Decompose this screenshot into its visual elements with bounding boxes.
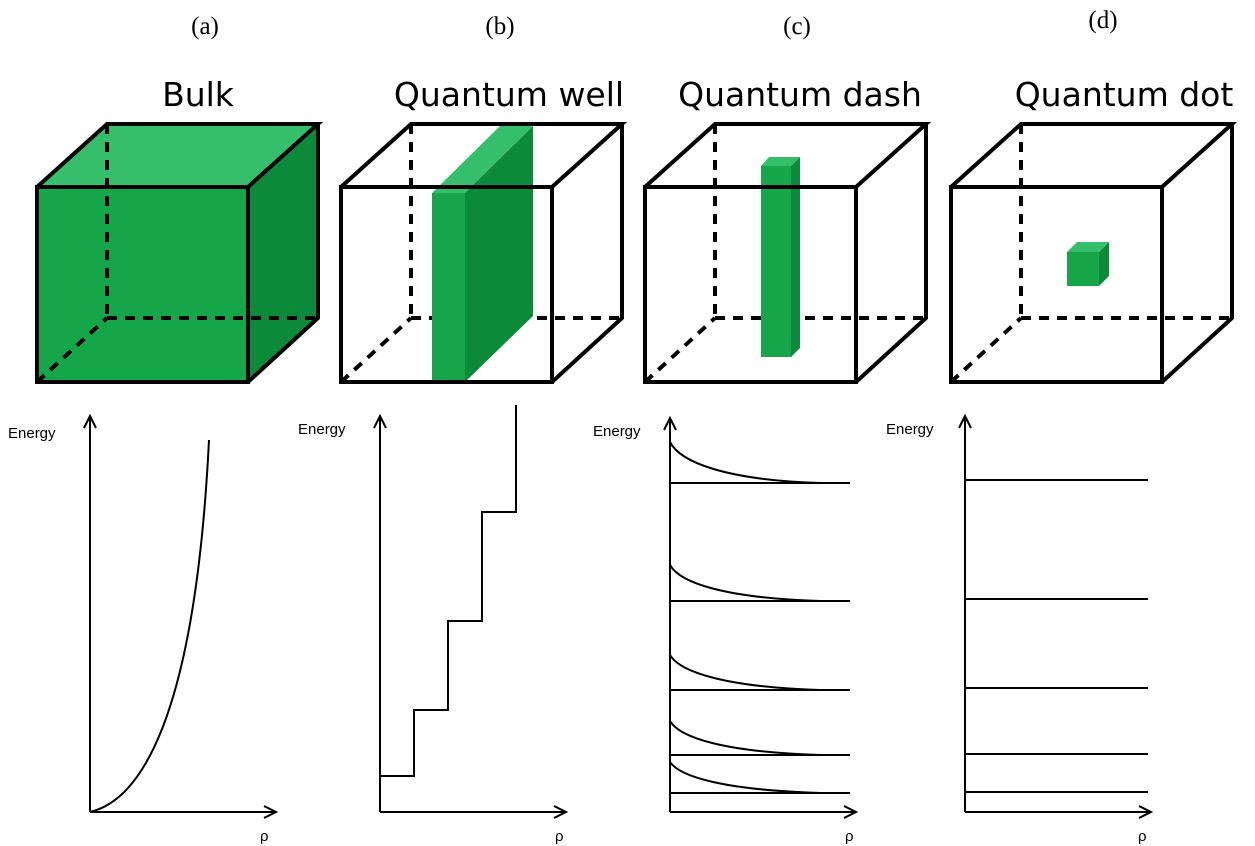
dash-energy-label: Energy	[593, 423, 641, 440]
panel-c-title: Quantum dash	[678, 75, 922, 114]
bulk-cube-top-face	[37, 124, 318, 187]
dash-dos-peak	[669, 761, 821, 794]
panel-b-letter: (b)	[485, 13, 514, 40]
bulk-dos-graph: Energy ρ	[8, 413, 279, 845]
dash-rho-arrow	[843, 805, 859, 819]
bulk-cube	[35, 122, 324, 384]
bulk-cube-hidden-edge	[35, 316, 109, 384]
bulk-dos-curve	[89, 439, 210, 813]
dot-side	[1099, 242, 1109, 286]
quantum-dash-cube	[643, 122, 932, 384]
well-energy-label: Energy	[298, 421, 346, 438]
well-cube-side-edges	[550, 124, 624, 384]
dash-cube-hidden-edge	[643, 316, 717, 384]
panel-a-title: Bulk	[162, 75, 235, 114]
bulk-cube-top-edges	[35, 122, 324, 189]
dot-front	[1067, 252, 1099, 286]
well-dos-graph: Energy ρ	[298, 405, 569, 845]
quantum-well-cube	[339, 122, 628, 384]
dot-energy-label: Energy	[886, 421, 934, 438]
dot-cube-top-edges	[949, 122, 1238, 189]
well-cube-front-edges	[339, 185, 554, 384]
dot-rho-label: ρ	[1138, 828, 1147, 845]
dash-wire-side	[791, 157, 800, 357]
dash-cube-front-edges	[643, 185, 858, 384]
well-cube-top-edges	[339, 122, 628, 189]
bulk-energy-label: Energy	[8, 425, 56, 442]
well-dos-steps	[380, 405, 517, 777]
bulk-cube-front-face	[37, 187, 248, 382]
bulk-cube-side-face	[248, 124, 318, 382]
well-cube-hidden-edge	[339, 316, 413, 384]
quantum-dot-cube	[949, 122, 1238, 384]
dash-energy-arrow	[663, 415, 677, 431]
well-slab-front	[432, 193, 465, 382]
well-rho-arrow	[553, 805, 569, 819]
dot-energy-arrow	[958, 413, 972, 429]
dash-cube-top-edges	[643, 122, 932, 189]
dash-cube-side-edges	[854, 124, 928, 384]
well-slab-side	[465, 126, 533, 382]
well-slab-top	[432, 126, 533, 193]
dash-dos-peak	[669, 441, 821, 484]
bulk-rho-label: ρ	[260, 828, 269, 845]
bulk-energy-arrow	[83, 413, 97, 429]
dash-dos-peak	[669, 564, 821, 602]
dot-cube-hidden-edge	[949, 316, 1023, 384]
bulk-rho-arrow	[263, 805, 279, 819]
dash-rho-label: ρ	[845, 828, 854, 845]
well-energy-arrow	[373, 413, 387, 429]
panel-c-letter: (c)	[783, 13, 811, 40]
dash-wire-front	[761, 166, 791, 357]
dot-top	[1067, 242, 1109, 252]
dash-dos-peak	[669, 720, 821, 756]
dash-dos-peak	[669, 654, 821, 691]
panel-d-title: Quantum dot	[1015, 75, 1234, 114]
panel-a-letter: (a)	[191, 13, 219, 40]
dash-wire-top	[761, 157, 800, 166]
panel-b-title: Quantum well	[394, 75, 624, 114]
dot-cube-side-edges	[1160, 124, 1234, 384]
bulk-cube-side-edges	[246, 124, 320, 384]
dash-dos-graph: Energy ρ	[593, 415, 859, 845]
dot-dos-graph: Energy ρ	[886, 413, 1154, 845]
well-rho-label: ρ	[555, 828, 564, 845]
bulk-cube-front-edges	[35, 185, 250, 384]
dot-cube-front-edges	[949, 185, 1164, 384]
panel-d-letter: (d)	[1088, 7, 1117, 34]
dot-rho-arrow	[1138, 805, 1154, 819]
